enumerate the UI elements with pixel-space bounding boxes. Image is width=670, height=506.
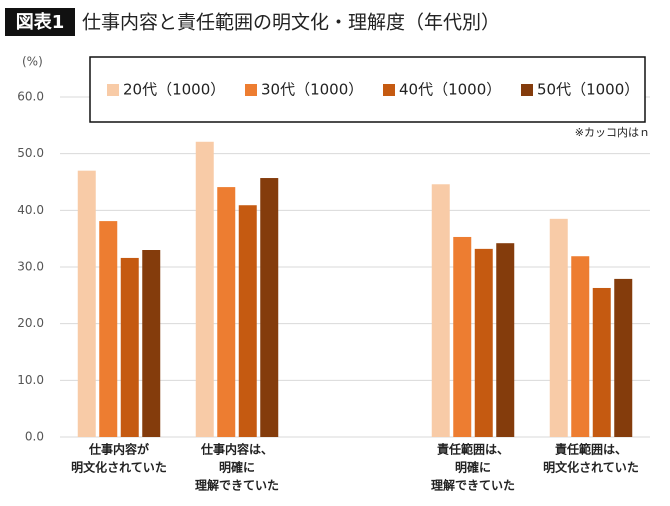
- badge-bg: [5, 8, 75, 36]
- legend-label: 40代（1000）: [399, 81, 501, 99]
- bar: [614, 278, 633, 437]
- bar: [571, 256, 590, 437]
- bar: [474, 248, 493, 437]
- bar: [260, 178, 279, 438]
- x-tick-label: 明確に: [455, 460, 491, 475]
- x-tick-label: 責任範囲は、: [437, 442, 509, 457]
- y-tick-label: 30.0: [17, 260, 44, 274]
- y-tick-label: 40.0: [17, 203, 44, 217]
- x-tick-label: 理解できていた: [431, 478, 515, 493]
- legend-swatch: [107, 84, 119, 96]
- bar: [549, 218, 568, 437]
- legend-label: 50代（1000）: [537, 81, 639, 99]
- x-tick-label: 責任範囲は、: [555, 442, 627, 457]
- x-tick-label: 理解できていた: [195, 478, 279, 493]
- x-tick-label: 明文化されていた: [543, 460, 639, 475]
- bar: [120, 257, 139, 437]
- y-tick-label: 60.0: [17, 90, 44, 104]
- bar: [431, 184, 450, 437]
- legend-box: [89, 56, 646, 123]
- x-tick-label: 仕事内容が: [88, 442, 149, 457]
- y-tick-label: 0.0: [25, 430, 44, 444]
- bar: [496, 243, 515, 437]
- y-tick-label: 20.0: [17, 316, 44, 330]
- bar: [238, 205, 257, 437]
- y-tick-label: 10.0: [17, 373, 44, 387]
- bar: [77, 170, 96, 437]
- note: ※カッコ内はｎ: [575, 125, 650, 139]
- bar: [195, 141, 214, 437]
- bar: [99, 221, 118, 437]
- legend-label: 20代（1000）: [123, 81, 225, 99]
- bar: [142, 250, 161, 437]
- bar: [217, 187, 236, 437]
- legend-swatch: [521, 84, 533, 96]
- legend-swatch: [245, 84, 257, 96]
- x-tick-label: 明確に: [219, 460, 255, 475]
- y-tick-label: 50.0: [17, 146, 44, 160]
- y-unit: (%): [22, 55, 43, 69]
- legend-swatch: [383, 84, 395, 96]
- badge: 図表1: [16, 11, 65, 33]
- chart-title: 仕事内容と責任範囲の明文化・理解度（年代別）: [82, 12, 500, 34]
- bar: [592, 287, 611, 437]
- x-tick-label: 仕事内容は、: [200, 442, 273, 457]
- x-tick-label: 明文化されていた: [71, 460, 167, 475]
- legend-label: 30代（1000）: [261, 81, 363, 99]
- bar: [453, 236, 472, 437]
